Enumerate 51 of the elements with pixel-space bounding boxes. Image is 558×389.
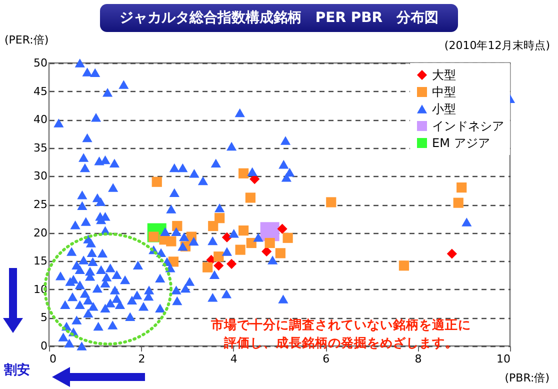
point (208, 220, 218, 232)
point (235, 244, 246, 255)
point (456, 182, 467, 193)
x-tick-label: 2 (138, 352, 146, 366)
point (398, 260, 410, 271)
point (326, 197, 336, 208)
legend-label: 小型 (432, 102, 456, 116)
point (238, 225, 249, 236)
x-tick-label: 4 (230, 352, 238, 366)
point (214, 213, 225, 224)
point (214, 252, 224, 262)
legend-label: 大型 (432, 68, 456, 82)
point (245, 192, 256, 203)
y-tick-label: 15 (34, 254, 48, 268)
y-tick-label: 45 (34, 84, 48, 98)
y-axis-title: (PER:倍) (4, 34, 49, 46)
y-tick-label: 5 (40, 311, 48, 324)
point (152, 176, 162, 187)
x-axis-title: (PBR:倍) (504, 372, 550, 384)
y-tick-label: 35 (34, 141, 48, 154)
y-tick-label: 20 (34, 226, 48, 240)
point (214, 260, 224, 271)
legend-label: インドネシア (432, 119, 504, 133)
point (275, 248, 286, 258)
point (202, 262, 213, 272)
point (238, 168, 249, 178)
point (222, 232, 232, 242)
x-tick-label: 6 (322, 352, 330, 366)
y-tick-label: 50 (34, 56, 48, 70)
point (166, 236, 176, 246)
x-tick-label: 0 (50, 352, 56, 366)
point (446, 248, 457, 259)
x-tick-label: 10 (496, 352, 510, 366)
point (277, 224, 288, 234)
point (172, 220, 182, 232)
text: 割安 (4, 362, 30, 379)
point (226, 258, 237, 269)
point (246, 238, 256, 248)
y-tick-label: 25 (34, 198, 48, 211)
x-tick-label: 8 (414, 352, 422, 366)
chart-title: ジャカルタ総合指数構成銘柄 PER PBR 分布図 (100, 4, 458, 32)
chart-subtitle: (2010年12月末時点) (444, 38, 550, 53)
point (264, 238, 275, 248)
y-tick-label: 0 (40, 340, 48, 352)
y-tick-label: 30 (34, 170, 48, 183)
legend-label: EM アジア (432, 136, 490, 150)
annotation: 市場で十分に調査されていない銘柄を適正に評価し、成長銘柄の発掘をめざします。 (210, 316, 472, 352)
y-tick-label: 40 (34, 113, 48, 126)
point (453, 198, 464, 208)
legend-label: 中型 (432, 85, 456, 99)
point (282, 232, 293, 243)
